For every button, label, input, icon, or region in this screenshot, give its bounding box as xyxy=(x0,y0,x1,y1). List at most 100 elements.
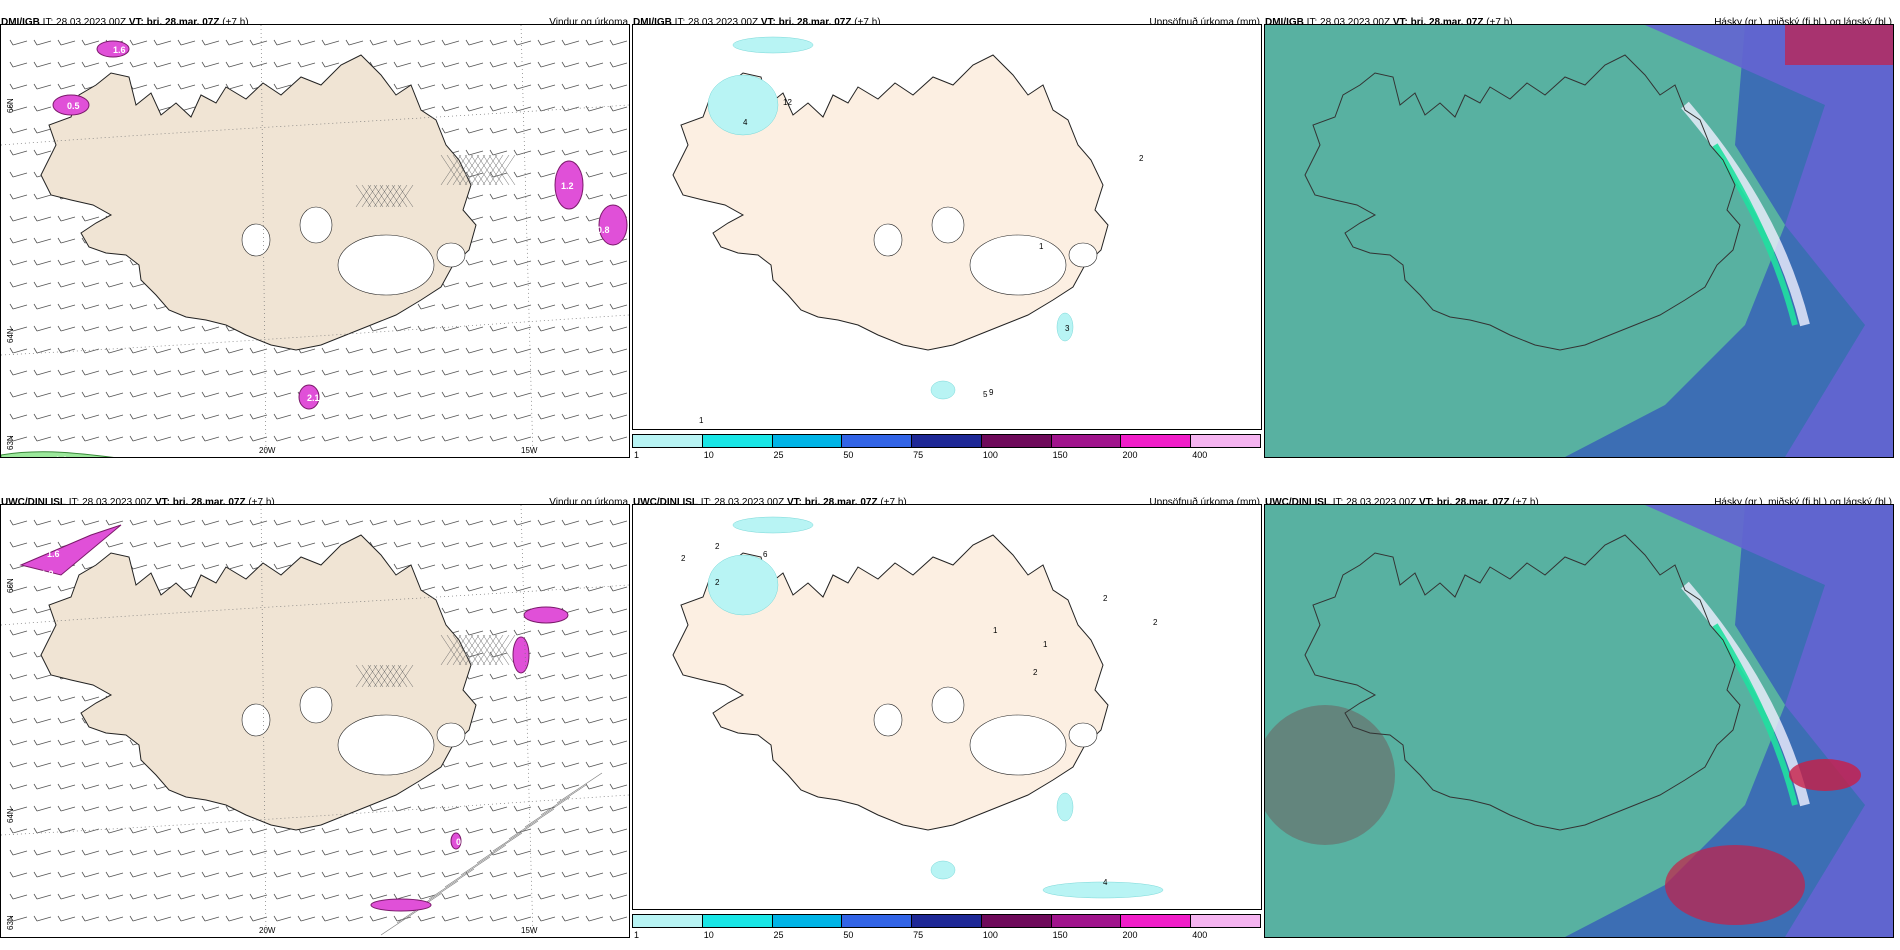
colorbar-segment xyxy=(1190,914,1261,928)
init-time: IT: 28.03.2023 00Z xyxy=(66,497,155,508)
colorbar-tick: 150 xyxy=(1052,930,1068,940)
precip-value: 1.2 xyxy=(41,569,54,579)
accum-value: 9 xyxy=(989,388,994,397)
colorbar-tick: 150 xyxy=(1052,450,1068,460)
panel-run-info: UWC/DINI ISL IT: 28.03.2023 00Z VT: þri.… xyxy=(1,496,275,509)
precip-hatch xyxy=(355,154,516,208)
colorbar-tick: 50 xyxy=(843,930,854,940)
map-panel-cloud: UWC/DINI ISL IT: 28.03.2023 00Z VT: þri.… xyxy=(1264,490,1894,942)
lead-time: (+7 h) xyxy=(245,497,275,508)
panel-run-info: UWC/DINI ISL IT: 28.03.2023 00Z VT: þri.… xyxy=(633,496,907,509)
valid-time: VT: þri. 28.mar. 07Z xyxy=(128,17,220,28)
map-svg: 4 12 2 1 5 9 3 1 xyxy=(633,25,1261,429)
colorbar-tick: 200 xyxy=(1122,450,1138,460)
panel-header: UWC/DINI ISL IT: 28.03.2023 00Z VT: þri.… xyxy=(0,490,630,514)
panel-title: Vindur og úrkoma xyxy=(549,497,628,508)
precip-value: 0.8 xyxy=(597,225,610,235)
colorbar-segment xyxy=(841,914,913,928)
precip-value: 0.5 xyxy=(456,837,469,847)
colorbar-tick: 400 xyxy=(1192,930,1208,940)
accum-value: 1 xyxy=(1043,640,1048,649)
colorbar-segment xyxy=(911,434,982,448)
accum-value: 4 xyxy=(1103,878,1108,887)
accum-value: 6 xyxy=(763,550,768,559)
glaciers xyxy=(241,206,466,296)
precip-value: 0.5 xyxy=(67,101,80,111)
lead-time: (+7 h) xyxy=(1509,497,1539,508)
accum-areas xyxy=(707,516,1164,899)
accum-value: 4 xyxy=(743,118,748,127)
init-time: IT: 28.03.2023 00Z xyxy=(1303,17,1393,28)
panel-run-info: DMI/IGB IT: 28.03.2023 00Z VT: þri. 28.m… xyxy=(1265,16,1513,29)
colorbar-tick: 25 xyxy=(773,930,784,940)
panel-header: UWC/DINI ISL IT: 28.03.2023 00Z VT: þri.… xyxy=(1264,490,1894,514)
lat-label: 63N xyxy=(6,435,15,450)
accum-value: 2 xyxy=(1033,668,1038,677)
lead-time: (+7 h) xyxy=(851,17,881,28)
lon-label: 20W xyxy=(259,446,276,455)
init-time: IT: 28.03.2023 00Z xyxy=(1330,497,1419,508)
map-area: 2 2 6 2 2 1 1 2 2 4 xyxy=(632,504,1262,910)
accum-value: 2 xyxy=(715,578,720,587)
precip-value: 1.6 xyxy=(47,549,60,559)
map-svg: 2 2 6 2 2 1 1 2 2 4 xyxy=(633,505,1261,909)
map-panel-accum: UWC/DINI ISL IT: 28.03.2023 00Z VT: þri.… xyxy=(632,490,1262,942)
map-panel-cloud: DMI/IGB IT: 28.03.2023 00Z VT: þri. 28.m… xyxy=(1264,10,1894,462)
colorbar-segment xyxy=(771,434,843,448)
colorbar-segment xyxy=(841,434,913,448)
init-time: IT: 28.03.2023 00Z xyxy=(39,17,129,28)
panel-title: Uppsöfnuð úrkoma (mm) xyxy=(1149,497,1260,508)
model-source: UWC/DINI ISL xyxy=(1,497,66,508)
valid-time: VT: þri. 28.mar. 07Z xyxy=(1392,17,1484,28)
map-svg xyxy=(1265,25,1893,457)
accum-value: 1 xyxy=(993,626,998,635)
colorbar-tick: 50 xyxy=(843,450,854,460)
glaciers xyxy=(241,686,466,776)
graticule xyxy=(1,505,629,937)
colorbar-segment xyxy=(701,434,773,448)
colorbar-segment xyxy=(1120,434,1192,448)
panel-run-info: UWC/DINI ISL IT: 28.03.2023 00Z VT: þri.… xyxy=(1265,496,1539,509)
map-area xyxy=(1264,24,1894,458)
lat-label: 64N xyxy=(6,808,15,823)
accum-value: 12 xyxy=(783,98,792,107)
map-area: 4 12 2 1 5 9 3 1 xyxy=(632,24,1262,430)
accum-value: 1 xyxy=(699,416,704,425)
glaciers xyxy=(873,206,1098,296)
colorbar-tick: 200 xyxy=(1122,930,1138,940)
colorbar-segment xyxy=(1050,914,1122,928)
lead-time: (+7 h) xyxy=(219,17,249,28)
colorbar-segment xyxy=(632,434,703,448)
panel-run-info: DMI/IGB IT: 28.03.2023 00Z VT: þri. 28.m… xyxy=(1,16,249,29)
cloud-layers xyxy=(1265,505,1893,937)
colorbar-segment xyxy=(1190,434,1261,448)
accum-value: 2 xyxy=(1153,618,1158,627)
panel-header: UWC/DINI ISL IT: 28.03.2023 00Z VT: þri.… xyxy=(632,490,1262,514)
iceland-outline xyxy=(1304,534,1741,831)
colorbar-segment xyxy=(771,914,843,928)
colorbar-tick: 100 xyxy=(982,930,998,940)
map-panel-wind: DMI/IGB IT: 28.03.2023 00Z VT: þri. 28.m… xyxy=(0,10,630,462)
lead-time: (+7 h) xyxy=(877,497,907,508)
lat-label: 63N xyxy=(6,915,15,930)
accum-areas xyxy=(707,36,1074,400)
lead-time: (+7 h) xyxy=(1483,17,1513,28)
panel-title: Uppsöfnuð úrkoma (mm) xyxy=(1149,17,1260,28)
lat-label: 66N xyxy=(6,98,15,113)
colorbar-segment xyxy=(1050,434,1122,448)
map-svg: 66N 64N 63N 20W 15W 1.6 1.2 0.5 xyxy=(1,505,629,937)
panel-title: Hásky (gr.), miðský (fj.bl.) og lágský (… xyxy=(1714,497,1892,508)
map-area: 66N 64N 63N 20W 15W 0.8 1.2 0.5 1.6 1.0 2.1 xyxy=(0,24,630,458)
colorbar-segment xyxy=(980,914,1052,928)
valid-time: VT: þri. 28.mar. 07Z xyxy=(786,497,878,508)
colorbar-tick: 1 xyxy=(634,930,640,940)
lat-label: 66N xyxy=(6,578,15,593)
colorbar-tick: 75 xyxy=(913,450,924,460)
precip-value: 2.1 xyxy=(307,393,320,403)
init-time: IT: 28.03.2023 00Z xyxy=(671,17,761,28)
accum-value: 3 xyxy=(1065,324,1070,333)
accum-value: 2 xyxy=(681,554,686,563)
precip-cells xyxy=(19,524,569,912)
init-time: IT: 28.03.2023 00Z xyxy=(698,497,787,508)
model-source: UWC/DINI ISL xyxy=(1265,497,1330,508)
